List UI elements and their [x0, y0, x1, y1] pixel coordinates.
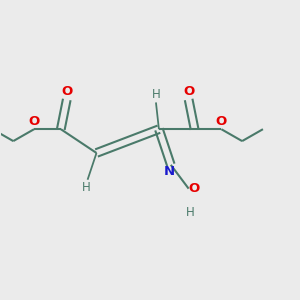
Text: O: O: [216, 115, 227, 128]
Text: H: H: [82, 181, 91, 194]
Text: O: O: [188, 182, 200, 195]
Text: N: N: [164, 165, 175, 178]
Text: H: H: [186, 206, 194, 219]
Text: O: O: [183, 85, 194, 98]
Text: O: O: [61, 85, 72, 98]
Text: H: H: [152, 88, 160, 101]
Text: O: O: [28, 115, 40, 128]
